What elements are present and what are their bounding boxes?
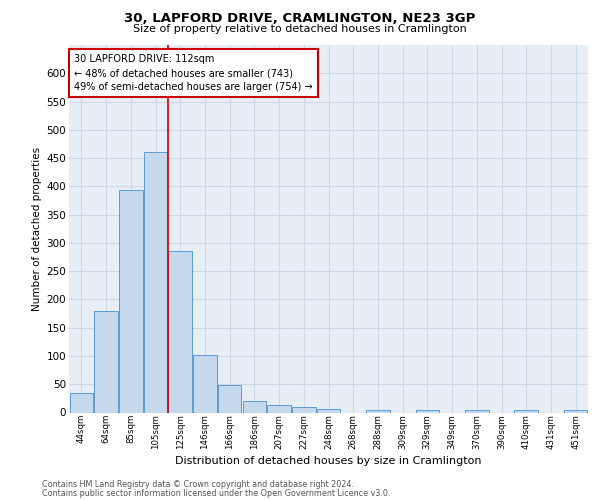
- Bar: [465, 410, 488, 412]
- Bar: [268, 404, 291, 412]
- Text: Size of property relative to detached houses in Cramlington: Size of property relative to detached ho…: [133, 24, 467, 34]
- Text: Contains HM Land Registry data © Crown copyright and database right 2024.: Contains HM Land Registry data © Crown c…: [42, 480, 354, 489]
- Bar: [514, 410, 538, 412]
- Bar: [94, 310, 118, 412]
- Bar: [564, 410, 587, 412]
- Y-axis label: Number of detached properties: Number of detached properties: [32, 146, 43, 311]
- Bar: [70, 392, 93, 412]
- Bar: [218, 386, 241, 412]
- Text: 30, LAPFORD DRIVE, CRAMLINGTON, NE23 3GP: 30, LAPFORD DRIVE, CRAMLINGTON, NE23 3GP: [124, 12, 476, 26]
- Bar: [292, 408, 316, 412]
- X-axis label: Distribution of detached houses by size in Cramlington: Distribution of detached houses by size …: [175, 456, 482, 466]
- Bar: [119, 190, 143, 412]
- Bar: [193, 355, 217, 412]
- Bar: [242, 401, 266, 412]
- Bar: [317, 409, 340, 412]
- Text: 30 LAPFORD DRIVE: 112sqm
← 48% of detached houses are smaller (743)
49% of semi-: 30 LAPFORD DRIVE: 112sqm ← 48% of detach…: [74, 54, 313, 92]
- Bar: [169, 252, 192, 412]
- Bar: [416, 410, 439, 412]
- Bar: [144, 152, 167, 412]
- Text: Contains public sector information licensed under the Open Government Licence v3: Contains public sector information licen…: [42, 488, 391, 498]
- Bar: [366, 410, 389, 412]
